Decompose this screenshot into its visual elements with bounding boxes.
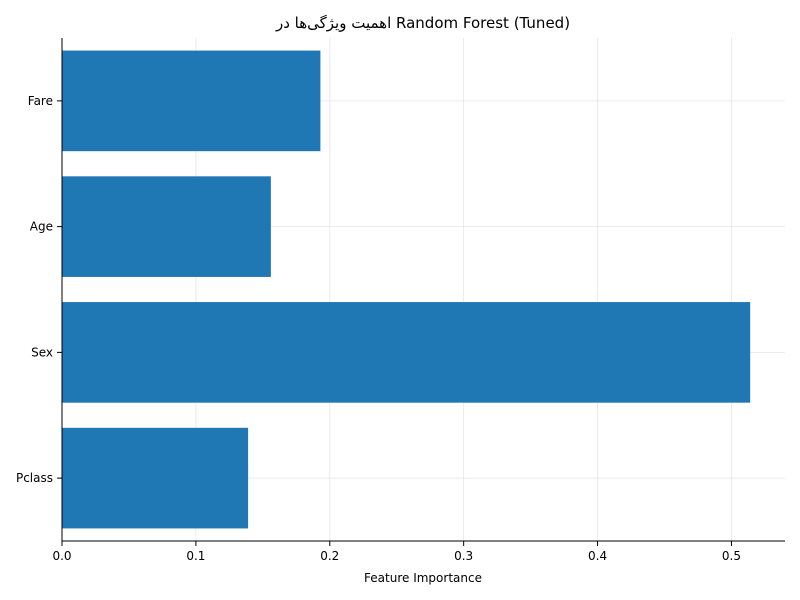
axis-layer: 0.0 0.1 0.2 0.3 0.4 0.5 Pclass Sex Age Fare [16, 38, 785, 563]
chart-title: اهمیت ویژگی‌ها در Random Forest (Tuned) [275, 14, 570, 32]
x-tick-label: 0.4 [588, 549, 607, 563]
x-tick-label: 0.1 [186, 549, 205, 563]
y-tick-label-sex: Sex [31, 345, 53, 359]
y-tick-label-age: Age [30, 220, 53, 234]
bar-sex [62, 302, 751, 403]
x-tick-label: 0.2 [320, 549, 339, 563]
bar-age [62, 176, 271, 277]
y-tick-label-pclass: Pclass [16, 471, 53, 485]
x-tick-label: 0.3 [454, 549, 473, 563]
y-tick-label-fare: Fare [28, 94, 53, 108]
bar-layer [62, 50, 751, 529]
x-tick-label: 0.5 [722, 549, 741, 563]
x-tick-label: 0.0 [52, 549, 71, 563]
x-axis-title: Feature Importance [364, 571, 482, 585]
bar-pclass [62, 427, 249, 529]
bar-fare [62, 50, 321, 152]
